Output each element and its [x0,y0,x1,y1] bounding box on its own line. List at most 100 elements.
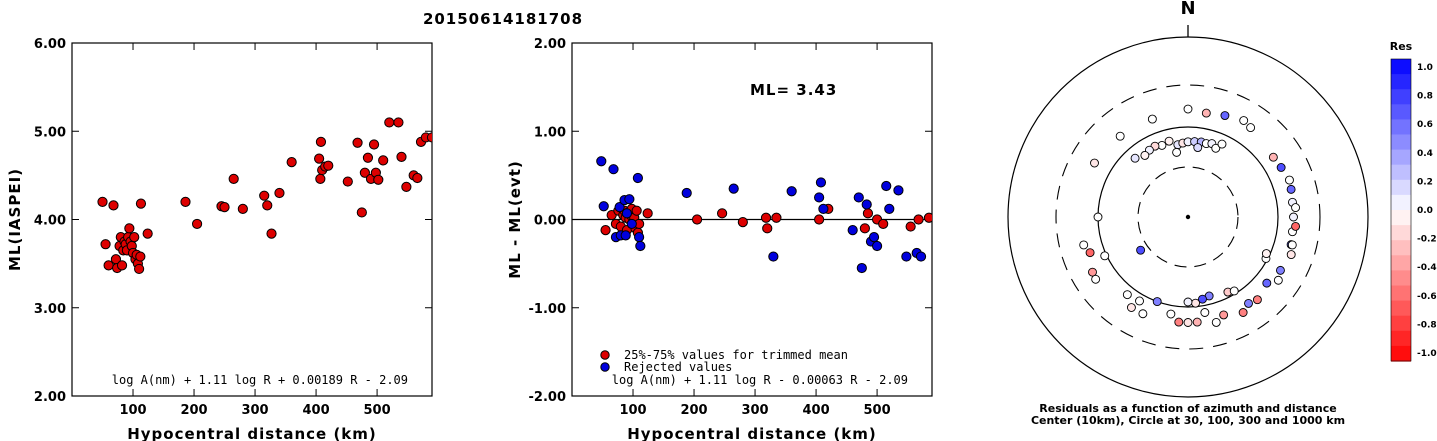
x-tick-label: 200 [180,403,207,418]
station-residual-point [1183,297,1193,307]
colorbar-swatch [1391,59,1411,75]
data-point [259,190,270,201]
y-tick-label: 2.00 [534,37,566,52]
colorbar-swatch [1391,74,1411,90]
x-tick-label: 300 [741,403,768,418]
colorbar-tick-label: -0.4 [1417,263,1437,273]
colorbar-swatch [1391,164,1411,181]
data-point [378,155,389,166]
data-point [237,203,248,215]
colorbar-swatch [1391,270,1411,287]
data-point [314,153,325,164]
data-point [228,173,239,185]
legend-label: Rejected values [624,360,732,374]
rejected-point [915,251,927,262]
colorbar-tick-label: -0.2 [1417,235,1437,245]
data-point [315,173,326,185]
rejected-point [614,202,625,213]
north-label: N [1180,0,1195,19]
trimmed-mean-point [631,205,642,216]
station-residual-point [1174,317,1184,327]
rejected-point [596,156,607,167]
colorbar-swatch [1391,104,1411,120]
station-residual-point [1079,240,1089,250]
caption-line-1: Residuals as a function of azimuth and d… [1039,402,1336,415]
colorbar-tick-label: 0.4 [1417,149,1433,159]
rejected-point [624,194,635,205]
ml-value-label: ML= 3.43 [750,81,837,99]
x-tick-label: 200 [680,403,707,418]
trimmed-mean-point [600,224,611,236]
station-residual-point [1115,131,1125,141]
rejected-point [768,251,779,262]
ring-30km [1137,166,1239,268]
colorbar-tick-label: -1.0 [1417,349,1437,359]
trimmed-mean-point [642,208,653,219]
data-point [356,207,367,218]
x-tick-label: 100 [619,403,646,418]
data-point [135,198,147,209]
station-residual-point [1100,251,1110,261]
y-tick-label: 1.00 [534,125,566,140]
x-tick-label: 400 [302,403,329,418]
station-residual-point [1164,136,1174,146]
rejected-point [818,203,829,215]
colorbar-tick-label: -0.6 [1417,292,1437,302]
station-residual-point [1201,108,1211,118]
data-point [368,139,380,150]
station-residual-point [1286,250,1296,260]
rejected-point [634,232,645,243]
station-residual-point [1287,240,1297,250]
colorbar-swatch [1391,300,1411,317]
colorbar-swatch [1391,255,1411,271]
station-residual-point [1152,297,1162,307]
rejected-point [815,177,827,188]
rejected-point [871,240,883,252]
trimmed-mean-point [737,217,748,228]
station-residual-point [1252,295,1262,305]
ml-vs-distance-chart: 2.00 3.00 4.00 5.00 6.00 100 200 300 400 500 Hypoc… [6,37,433,441]
data-point [412,172,423,184]
data-point [180,196,191,207]
colorbar-swatch [1391,285,1411,302]
colorbar-title: Res [1390,40,1413,53]
legend-marker [600,350,610,360]
data-point [142,228,153,239]
station-residual-point [1140,150,1150,160]
station-residual-point [1191,298,1200,308]
trimmed-mean-point [691,214,703,225]
station-residual-point [1217,139,1227,149]
station-residual-point [1244,298,1253,308]
data-point [373,174,384,185]
colorbar-swatch [1391,179,1411,196]
trimmed-mean-point [859,223,870,234]
station-residual-point [1239,116,1249,125]
station-residual-point [1229,286,1239,296]
station-residual-point [1136,245,1146,255]
colorbar-frame [1390,58,1412,362]
figure-title: 20150614181708 [423,10,583,28]
station-residual-point [1246,123,1256,133]
center-marker [1185,214,1191,220]
station-residual-point [1147,114,1157,124]
rejected-point [621,208,633,219]
data-point [97,196,108,207]
rejected-point [632,172,643,184]
colorbar-swatch [1391,89,1411,105]
colorbar-swatch [1391,315,1411,332]
trimmed-mean-point [913,214,924,225]
x-axis-label: Hypocentral distance (km) [127,425,377,441]
y-tick-label: 6.00 [34,37,66,52]
formula-label: log A(nm) + 1.11 log R + 0.00189 R - 2.0… [112,373,408,387]
station-residual-point [1220,111,1230,120]
colorbar-tick-label: 0.6 [1417,120,1433,130]
station-residual-point [1122,290,1132,300]
trimmed-mean-point [762,223,773,234]
rejected-point [626,218,637,230]
station-residual-point [1289,212,1298,222]
colorbar-swatch [1391,225,1411,241]
data-point [135,251,146,262]
data-point [108,200,119,211]
ring-300km [1055,84,1321,350]
